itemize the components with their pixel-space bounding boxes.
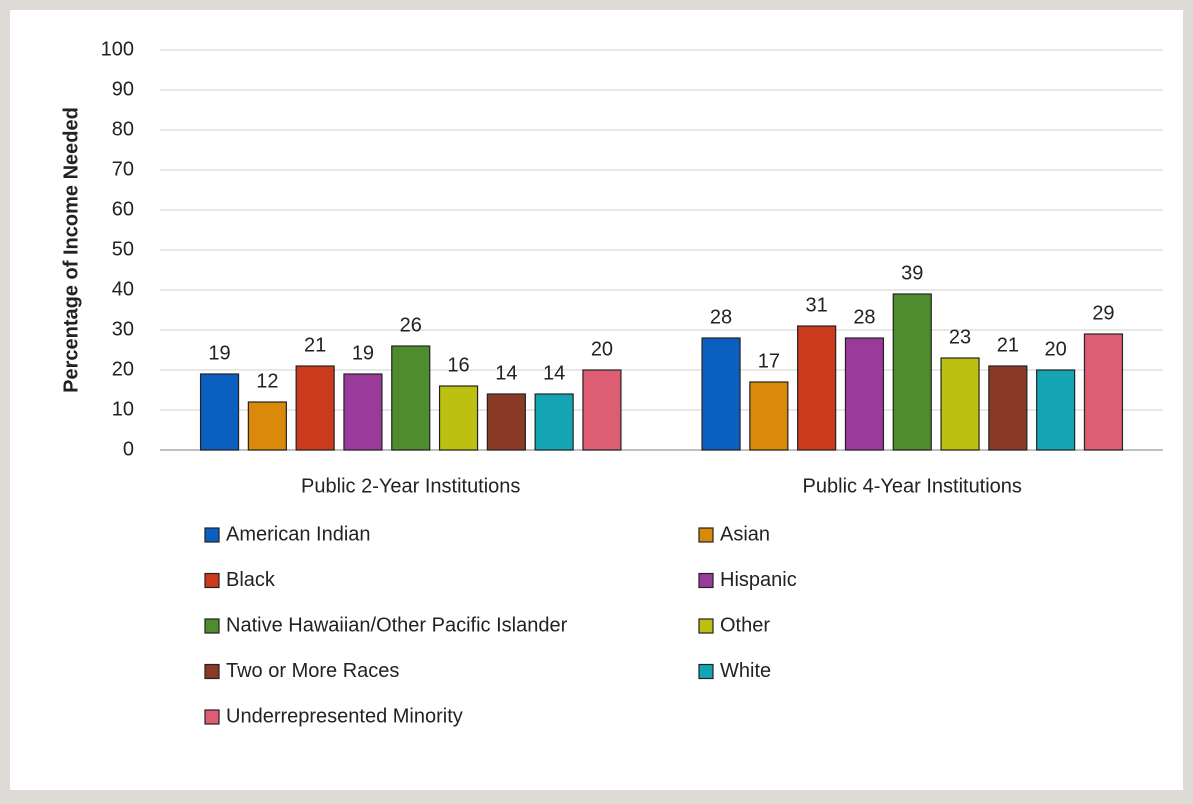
bar	[486, 393, 526, 451]
data-label: 16	[447, 354, 469, 376]
legend-label: Other	[720, 614, 770, 636]
data-label: 17	[758, 350, 780, 372]
legend-label: Two or More Races	[226, 660, 399, 682]
bar	[534, 393, 574, 451]
bar	[1036, 369, 1076, 451]
data-label: 39	[901, 262, 923, 284]
legend-swatch	[204, 663, 220, 680]
legend-label: Black	[226, 569, 276, 591]
data-label: 29	[1092, 302, 1114, 324]
y-tick-label: 0	[123, 438, 134, 460]
bar	[582, 369, 622, 451]
legend-swatch	[204, 618, 220, 634]
data-label: 20	[1045, 338, 1067, 360]
bar	[247, 401, 287, 451]
bar	[940, 357, 980, 451]
data-label: 21	[304, 334, 326, 356]
y-tick-label: 10	[112, 398, 134, 420]
legend-label: Asian	[720, 523, 770, 545]
legend-swatch	[204, 527, 220, 543]
y-tick-label: 40	[112, 278, 134, 300]
bar	[295, 365, 335, 451]
data-label: 14	[495, 362, 517, 384]
x-tick-label: Public 4-Year Institutions	[803, 475, 1022, 497]
legend-label: American Indian	[226, 523, 371, 545]
legend-swatch	[698, 663, 714, 680]
legend-label: Native Hawaiian/Other Pacific Islander	[226, 614, 568, 636]
data-label: 28	[853, 306, 875, 328]
bar	[749, 381, 789, 451]
legend-label: Hispanic	[720, 569, 797, 591]
y-tick-label: 20	[112, 358, 134, 380]
bar	[797, 325, 837, 451]
y-tick-label: 30	[112, 318, 134, 340]
data-label: 28	[710, 306, 732, 328]
y-tick-label: 70	[112, 158, 134, 180]
bar	[1083, 333, 1124, 451]
x-tick-label: Public 2-Year Institutions	[301, 475, 520, 497]
data-label: 14	[543, 362, 565, 384]
y-tick-label: 100	[101, 38, 134, 60]
y-axis-label: Percentage of Income Needed	[60, 107, 82, 393]
data-label: 20	[591, 338, 613, 360]
data-label: 19	[208, 342, 230, 364]
legend-swatch	[698, 527, 714, 543]
legend-swatch	[204, 709, 220, 725]
data-label: 23	[949, 326, 971, 348]
data-label: 19	[352, 342, 374, 364]
legend-swatch	[698, 618, 714, 634]
legend-swatch	[698, 572, 714, 589]
data-label: 21	[997, 334, 1019, 356]
legend-swatch	[204, 572, 220, 589]
legend-label: White	[720, 660, 771, 682]
bar	[343, 373, 383, 451]
data-label: 31	[806, 294, 828, 316]
bar	[892, 293, 932, 451]
bar	[844, 337, 885, 451]
data-label: 26	[400, 314, 422, 336]
bar	[391, 345, 431, 451]
y-tick-label: 90	[112, 78, 134, 100]
bar	[988, 365, 1028, 451]
bar	[438, 385, 479, 451]
data-label: 12	[256, 370, 278, 392]
y-tick-label: 60	[112, 198, 134, 220]
y-tick-label: 50	[112, 238, 134, 260]
legend-label: Underrepresented Minority	[226, 705, 463, 727]
bar	[199, 373, 240, 451]
bar	[701, 337, 741, 451]
y-tick-label: 80	[112, 118, 134, 140]
